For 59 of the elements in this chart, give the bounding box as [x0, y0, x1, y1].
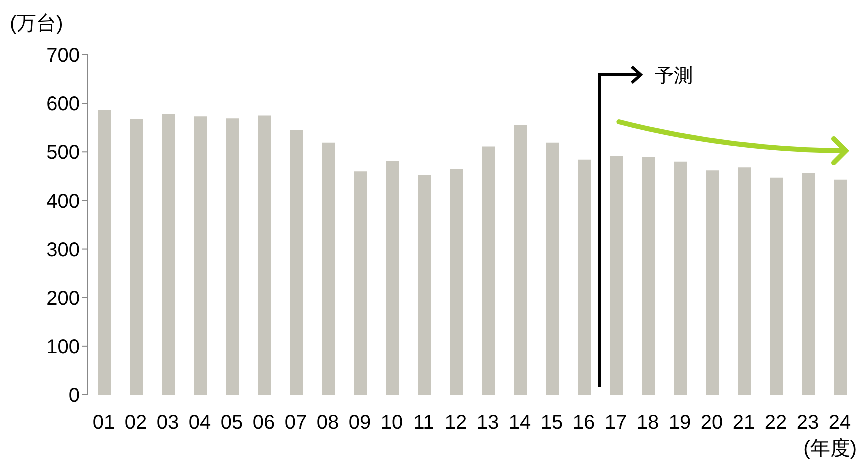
y-tick-label: 300 [46, 239, 80, 262]
bar [450, 169, 463, 395]
y-tick-label: 500 [46, 142, 80, 164]
bar [546, 142, 559, 395]
x-tick-label: 19 [668, 412, 692, 434]
x-tick-label: 20 [700, 412, 724, 434]
x-tick-label: 23 [796, 412, 820, 434]
annotation: 予測 [655, 66, 693, 87]
x-tick-label: 10 [380, 412, 404, 434]
bar [226, 118, 239, 395]
x-tick-label: 06 [252, 412, 276, 434]
bar [322, 142, 335, 395]
y-tick-label: 400 [46, 190, 80, 213]
bar [194, 116, 207, 395]
bar [98, 110, 111, 395]
x-tick-label: 01 [92, 412, 116, 434]
x-tick-label: 05 [220, 412, 244, 434]
x-tick-label: 18 [636, 412, 660, 434]
y-tick-label: 100 [46, 336, 80, 359]
bar [674, 162, 687, 395]
bar [354, 172, 367, 395]
x-tick-label: 24 [828, 412, 852, 434]
x-tick-label: 15 [540, 412, 564, 434]
bar [642, 157, 655, 395]
x-tick-label: 13 [476, 412, 500, 434]
bar [418, 175, 431, 395]
bar [258, 116, 271, 395]
bar [130, 119, 143, 395]
x-tick-label: 04 [188, 412, 212, 434]
y-tick-label: 700 [46, 45, 80, 68]
bar [162, 114, 175, 395]
bar [386, 161, 399, 395]
bar [290, 130, 303, 395]
bar [834, 180, 847, 395]
x-tick-label: 08 [316, 412, 340, 434]
x-tick-label: 02 [124, 412, 148, 434]
x-tick-label: 17 [604, 412, 628, 434]
bar [610, 156, 623, 395]
y-tick-label: 0 [68, 385, 80, 408]
y-tick-label: 600 [46, 94, 80, 116]
bar [482, 146, 495, 395]
x-tick-label: 16 [572, 412, 596, 434]
bar [706, 170, 719, 395]
x-tick-label: 11 [414, 412, 434, 434]
x-tick-label: 09 [348, 412, 372, 434]
y-axis-title: (万台) [10, 12, 64, 37]
x-axis-title: (年度) [804, 437, 857, 462]
y-tick-label: 200 [46, 288, 80, 310]
x-tick-label: 03 [156, 412, 180, 434]
x-tick-label: 21 [732, 412, 756, 434]
bar [738, 168, 751, 395]
x-tick-label: 07 [284, 412, 308, 434]
x-tick-label: 12 [444, 412, 468, 434]
bar [802, 174, 815, 395]
bar [514, 124, 527, 395]
x-tick-label: 14 [508, 412, 532, 434]
bar [770, 178, 783, 395]
x-tick-label: 22 [764, 412, 788, 434]
bar [578, 160, 591, 395]
